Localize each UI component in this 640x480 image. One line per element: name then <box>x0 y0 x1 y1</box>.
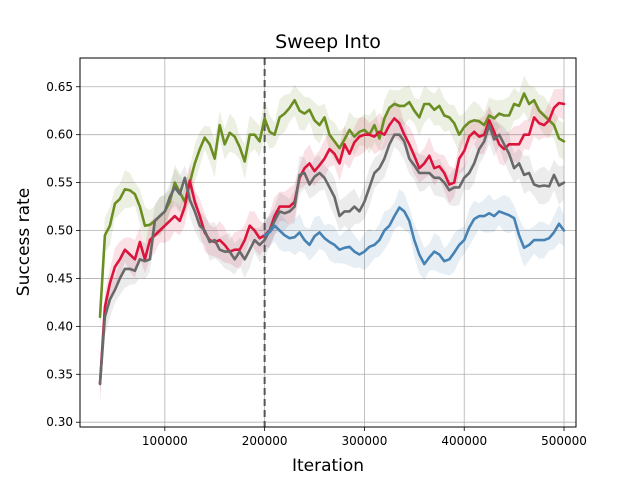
x-axis-ticks: 100000 200000 300000 400000 500000 <box>142 427 587 448</box>
y-tick-label: 0.45 <box>46 271 73 285</box>
y-tick-label: 0.35 <box>46 367 73 381</box>
series-band <box>100 75 564 329</box>
series-line <box>98 123 566 386</box>
series-line <box>98 101 566 386</box>
y-tick-label: 0.30 <box>46 415 73 429</box>
series-lines <box>98 92 566 386</box>
x-tick-label: 300000 <box>342 434 388 448</box>
chart-title: Sweep Into <box>275 31 381 53</box>
y-axis-ticks: 0.30 0.35 0.40 0.45 0.50 0.55 0.60 0.65 <box>46 80 80 429</box>
series-line <box>98 92 566 319</box>
x-tick-label: 200000 <box>242 434 288 448</box>
y-axis-title: Success rate <box>14 188 34 296</box>
series-band <box>100 88 564 404</box>
x-axis-title: Iteration <box>292 456 364 476</box>
y-tick-label: 0.50 <box>46 224 73 238</box>
x-tick-label: 100000 <box>142 434 188 448</box>
y-tick-label: 0.55 <box>46 176 73 190</box>
x-tick-label: 500000 <box>541 434 587 448</box>
x-tick-label: 400000 <box>441 434 487 448</box>
series-line <box>263 206 566 266</box>
plot-frame <box>79 57 577 428</box>
y-tick-label: 0.40 <box>46 319 73 333</box>
plot-background <box>80 58 576 427</box>
y-tick-label: 0.65 <box>46 80 73 94</box>
y-tick-label: 0.60 <box>46 128 73 142</box>
series-band <box>264 189 564 281</box>
